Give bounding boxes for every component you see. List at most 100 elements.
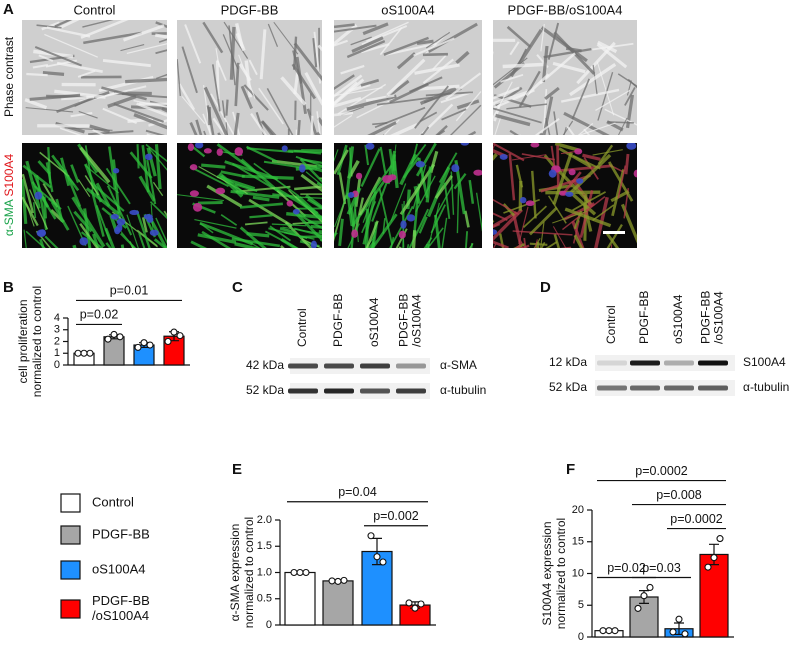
texture — [202, 113, 212, 135]
y-tick-label: 5 — [578, 599, 584, 611]
nucleus — [203, 148, 212, 154]
texture — [385, 42, 437, 56]
nucleus — [548, 169, 557, 178]
texture — [239, 202, 283, 209]
nucleus — [292, 208, 300, 215]
texture — [126, 214, 139, 248]
texture — [337, 83, 387, 115]
kda-label: 42 kDa — [246, 358, 284, 372]
data-point — [146, 341, 154, 349]
texture — [101, 86, 147, 101]
texture — [334, 23, 355, 29]
y-axis-label: cell proliferation — [16, 299, 30, 383]
texture — [419, 111, 438, 123]
texture — [129, 151, 153, 179]
legend-swatch — [60, 525, 81, 545]
texture — [493, 208, 523, 242]
texture — [82, 20, 114, 28]
texture — [540, 174, 591, 193]
texture — [534, 239, 538, 248]
texture — [552, 151, 573, 205]
data-point — [170, 328, 178, 336]
texture — [315, 167, 322, 173]
texture — [350, 192, 358, 248]
texture — [136, 102, 167, 117]
texture — [346, 94, 397, 111]
texture — [89, 124, 111, 134]
texture — [56, 61, 103, 74]
texture — [418, 84, 460, 91]
texture — [441, 108, 467, 121]
texture — [434, 175, 454, 199]
texture — [571, 192, 597, 216]
texture — [626, 80, 632, 96]
texture — [389, 123, 418, 135]
y-tick-label: 4 — [54, 312, 60, 324]
texture — [57, 20, 80, 31]
texture — [280, 237, 298, 248]
band — [597, 360, 627, 366]
texture — [126, 43, 167, 55]
band — [288, 388, 318, 394]
texture — [540, 24, 545, 52]
texture — [351, 180, 386, 228]
texture — [493, 81, 513, 119]
texture — [427, 22, 478, 53]
lane-label: /oS100A4 — [712, 291, 726, 344]
texture — [351, 36, 384, 53]
texture — [119, 232, 137, 248]
texture — [310, 224, 322, 229]
texture — [105, 167, 131, 205]
texture — [59, 127, 82, 135]
texture — [493, 107, 542, 124]
texture — [418, 216, 428, 234]
micrograph — [334, 20, 482, 135]
texture — [203, 86, 229, 135]
texture — [235, 185, 291, 193]
texture — [267, 23, 279, 47]
texture — [611, 169, 625, 217]
texture — [567, 153, 612, 196]
texture — [44, 235, 59, 248]
texture — [77, 69, 96, 78]
texture — [415, 175, 436, 213]
texture — [145, 129, 166, 135]
texture — [577, 123, 594, 135]
y-tick-label: 0.5 — [257, 593, 272, 605]
data-point — [417, 600, 425, 608]
texture — [334, 149, 339, 162]
texture — [155, 49, 167, 55]
texture — [218, 172, 245, 196]
texture — [177, 59, 181, 96]
texture — [71, 196, 106, 248]
nucleus — [355, 172, 363, 180]
texture — [146, 159, 157, 205]
lane-label: PDGF-BB — [331, 294, 345, 347]
nucleus — [473, 169, 482, 176]
band — [630, 385, 660, 391]
texture — [154, 144, 162, 190]
texture — [25, 203, 35, 227]
texture — [145, 143, 167, 163]
bar — [284, 571, 316, 626]
texture — [23, 229, 27, 248]
nucleus — [574, 148, 583, 155]
nucleus — [189, 164, 198, 171]
texture — [455, 91, 482, 122]
texture — [493, 86, 520, 100]
texture — [234, 62, 240, 107]
lane-label: oS100A4 — [671, 294, 685, 344]
texture — [224, 160, 279, 181]
data-point — [611, 627, 619, 635]
texture — [308, 220, 322, 225]
texture — [592, 204, 615, 222]
protein-label: S100A4 — [743, 355, 786, 369]
y-tick-label: 0 — [54, 359, 60, 371]
nucleus — [112, 168, 120, 174]
y-axis-label: α-SMA expression — [228, 524, 242, 622]
texture — [80, 231, 104, 248]
texture — [298, 196, 322, 199]
legend-swatch — [60, 493, 81, 513]
texture — [475, 192, 482, 232]
texture — [334, 74, 363, 98]
